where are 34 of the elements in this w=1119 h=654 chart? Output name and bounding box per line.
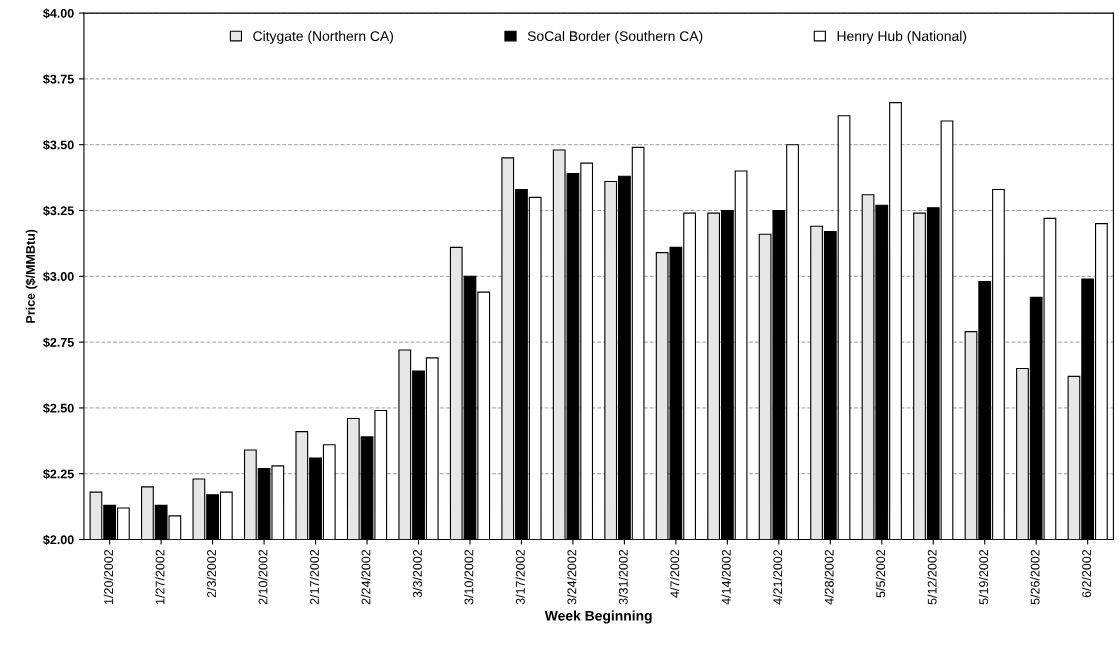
x-tick-label: 5/12/2002	[927, 549, 937, 605]
x-tick-label: 2/17/2002	[309, 549, 319, 605]
x-tick-label: 2/24/2002	[361, 549, 371, 605]
x-tick-label: 5/26/2002	[1030, 549, 1040, 605]
x-tick-label: 4/7/2002	[670, 549, 680, 598]
x-axis-title: Week Beginning	[544, 610, 652, 624]
x-tick-label: 2/3/2002	[206, 549, 216, 598]
x-tick-label: 3/10/2002	[464, 549, 474, 605]
y-tick-label: $2.50	[43, 403, 74, 414]
y-tick-label: $2.25	[43, 468, 74, 480]
x-tick-label: 2/10/2002	[258, 549, 268, 605]
x-tick-label: 1/20/2002	[103, 549, 114, 604]
x-tick-label: 1/27/2002	[155, 549, 165, 604]
y-tick-label: $2.75	[43, 337, 74, 348]
x-tick-label: 3/24/2002	[567, 549, 577, 605]
x-tick-label: 4/21/2002	[773, 549, 783, 605]
x-tick-label: 4/14/2002	[721, 549, 731, 605]
legend-label: SoCal Border (Southern CA)	[527, 30, 703, 44]
y-axis-title: Price ($/MMBtu)	[25, 229, 38, 323]
y-tick-label: $2.00	[43, 534, 74, 546]
y-tick-label: $3.75	[43, 74, 74, 85]
x-tick-label: 5/5/2002	[875, 549, 886, 598]
x-tick-label: 6/2/2002	[1081, 549, 1092, 598]
x-tick-label: 5/19/2002	[978, 549, 989, 605]
y-tick-label: $3.50	[43, 139, 74, 151]
x-tick-label: 3/17/2002	[515, 549, 525, 605]
legend-label: Henry Hub (National)	[837, 30, 967, 44]
y-tick-label: $3.00	[43, 271, 74, 282]
legend-label: Citygate (Northern CA)	[253, 30, 393, 44]
y-tick-label: $4.00	[43, 8, 74, 19]
x-tick-label: 4/28/2002	[824, 549, 834, 605]
x-tick-label: 3/3/2002	[412, 549, 422, 598]
y-tick-label: $3.25	[43, 205, 74, 216]
x-tick-label: 3/31/2002	[618, 549, 628, 605]
